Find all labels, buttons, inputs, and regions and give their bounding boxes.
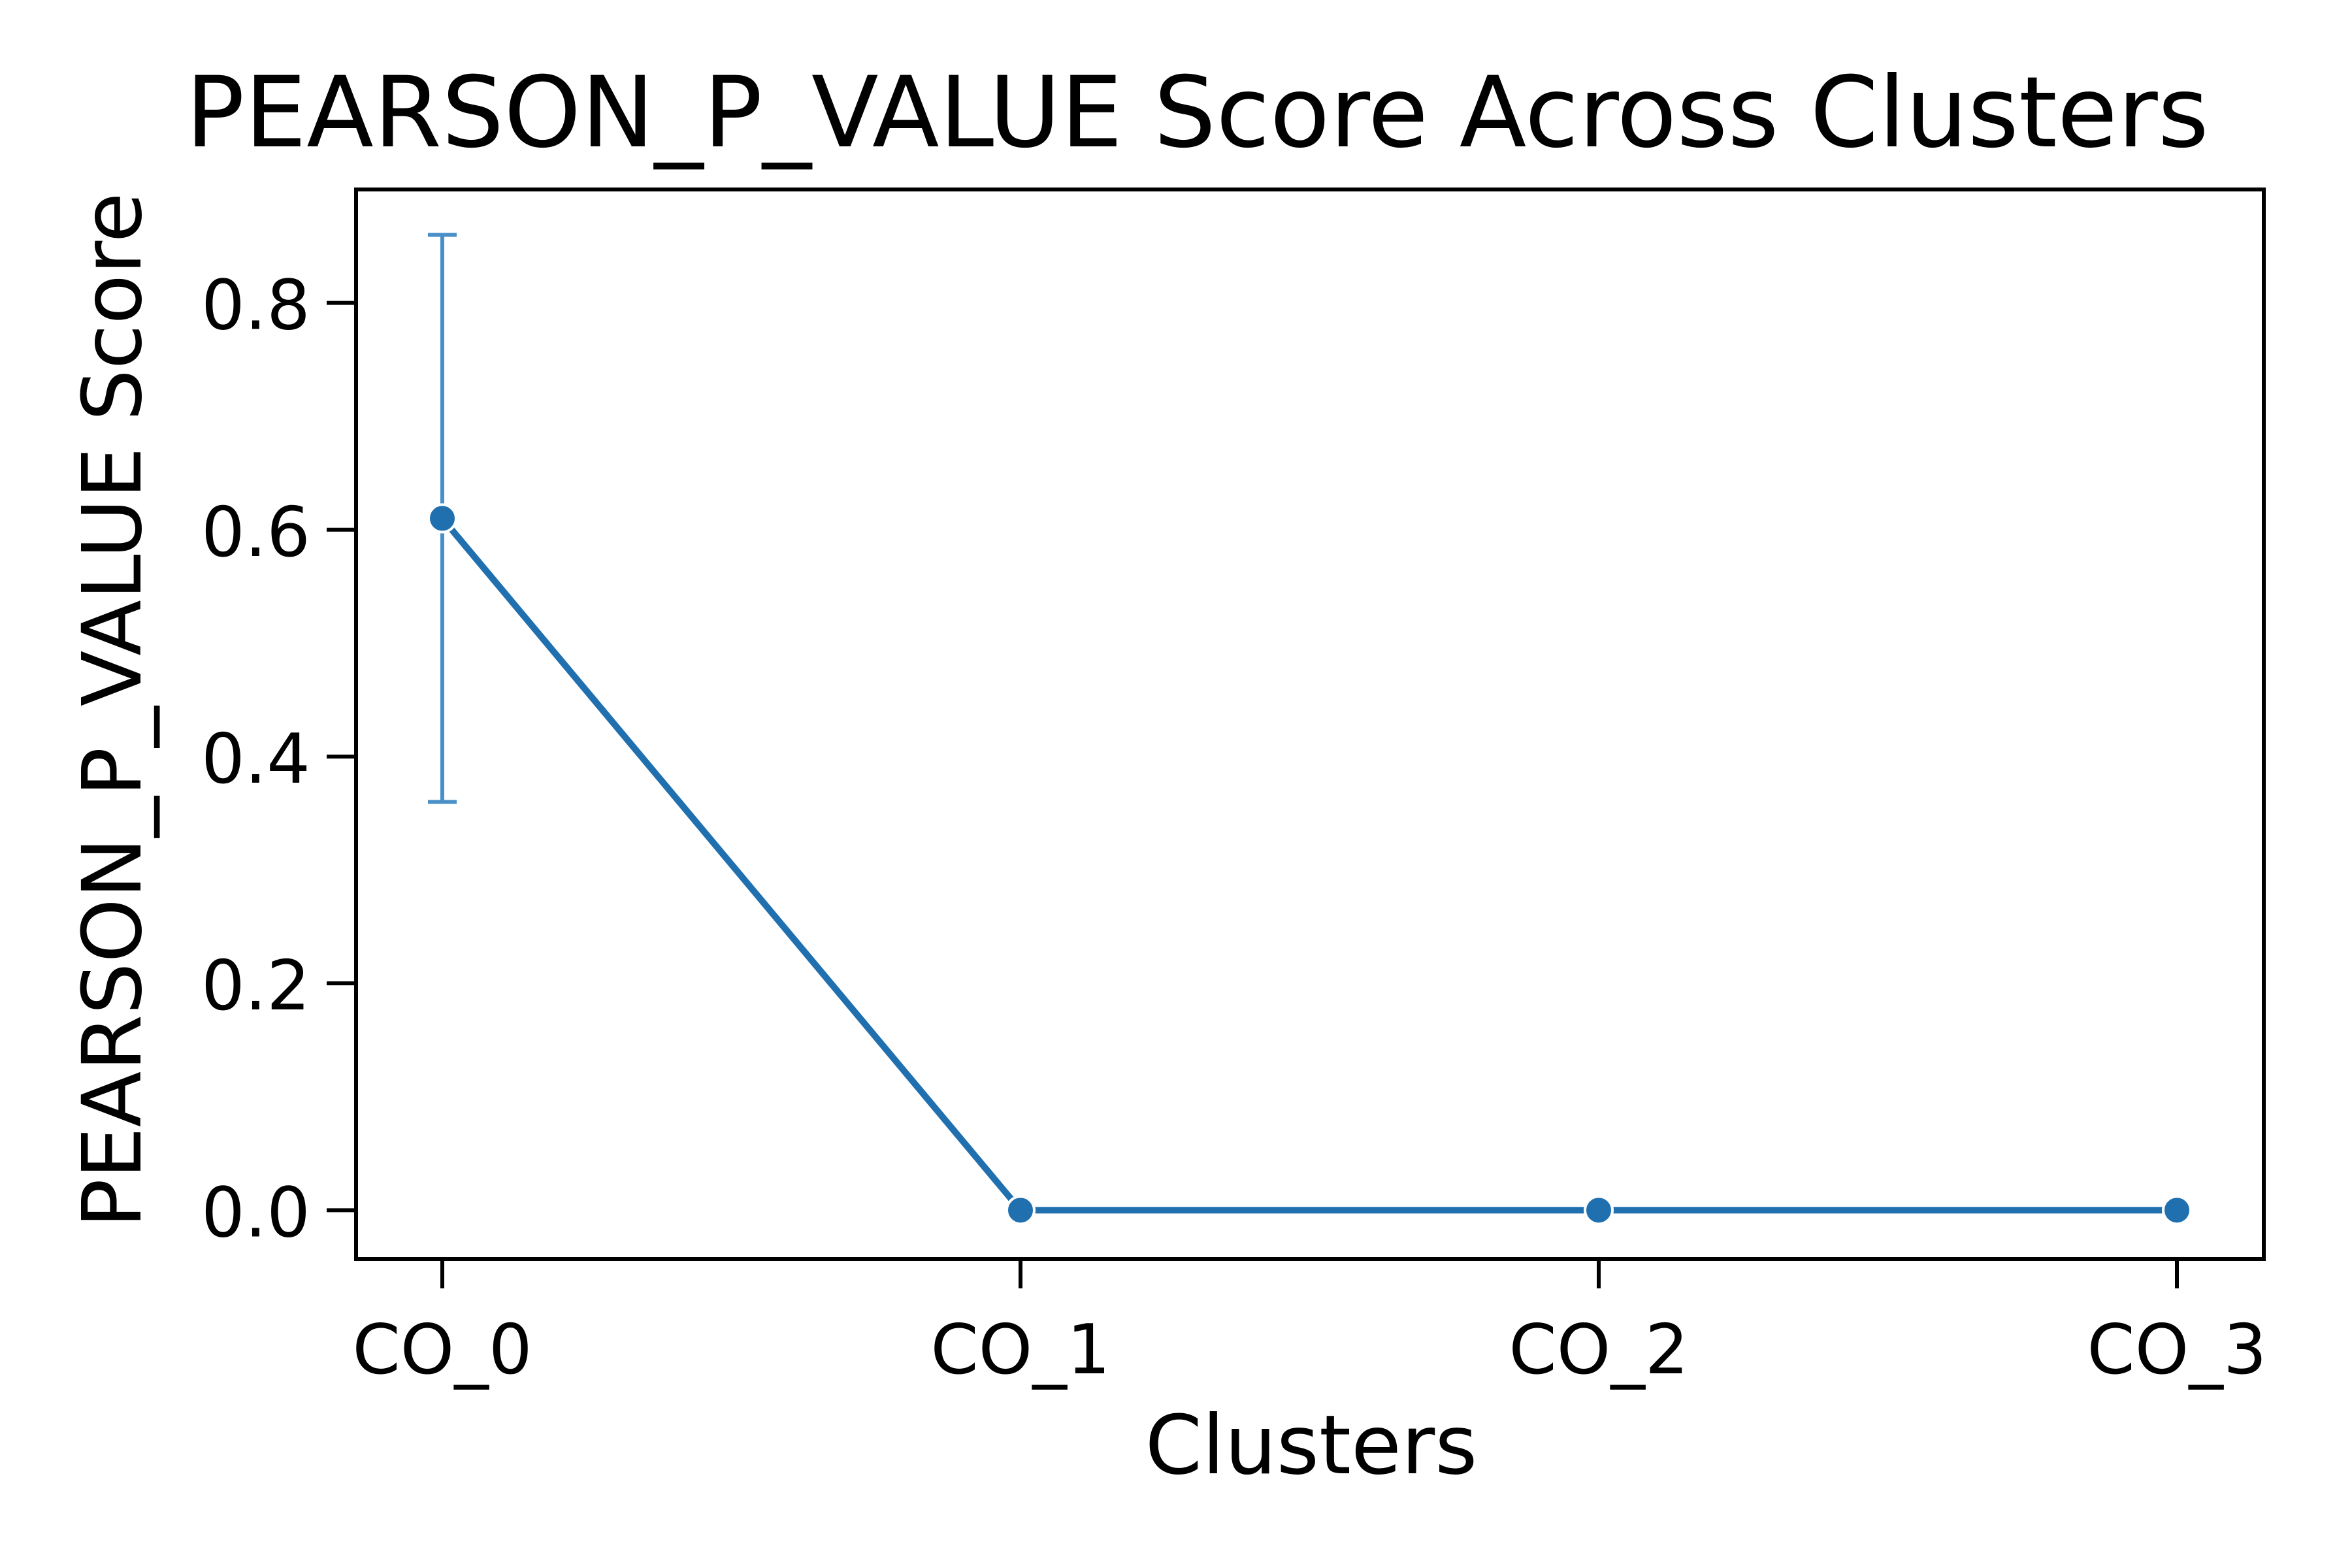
data-point: [1005, 1195, 1036, 1226]
data-point: [2162, 1195, 2192, 1226]
data-point: [427, 503, 457, 534]
x-axis-label: Clusters: [1145, 1398, 1478, 1493]
data-point: [1584, 1195, 1614, 1226]
chart-title: PEARSON_P_VALUE Score Across Clusters: [186, 56, 2209, 170]
y-tick-label: 0.4: [201, 719, 310, 799]
series-line: [440, 516, 2177, 1214]
plot-frame: [354, 188, 2266, 1261]
y-tick-label: 0.2: [201, 946, 310, 1026]
x-tick-label: CO_3: [2087, 1310, 2266, 1390]
x-tick-label: CO_1: [930, 1310, 1110, 1390]
y-tick-label: 0.0: [201, 1173, 310, 1252]
plot-area: 0.0 0.2 0.4 0.6 0.8 CO_0 CO_1 CO_2 CO_3: [201, 188, 2267, 1390]
x-tick-label: CO_2: [1509, 1310, 1688, 1390]
y-tick-label: 0.8: [201, 266, 310, 346]
y-axis-label: PEARSON_P_VALUE Score: [65, 192, 160, 1228]
x-tick-label: CO_0: [352, 1310, 532, 1390]
y-tick-label: 0.6: [201, 493, 310, 572]
